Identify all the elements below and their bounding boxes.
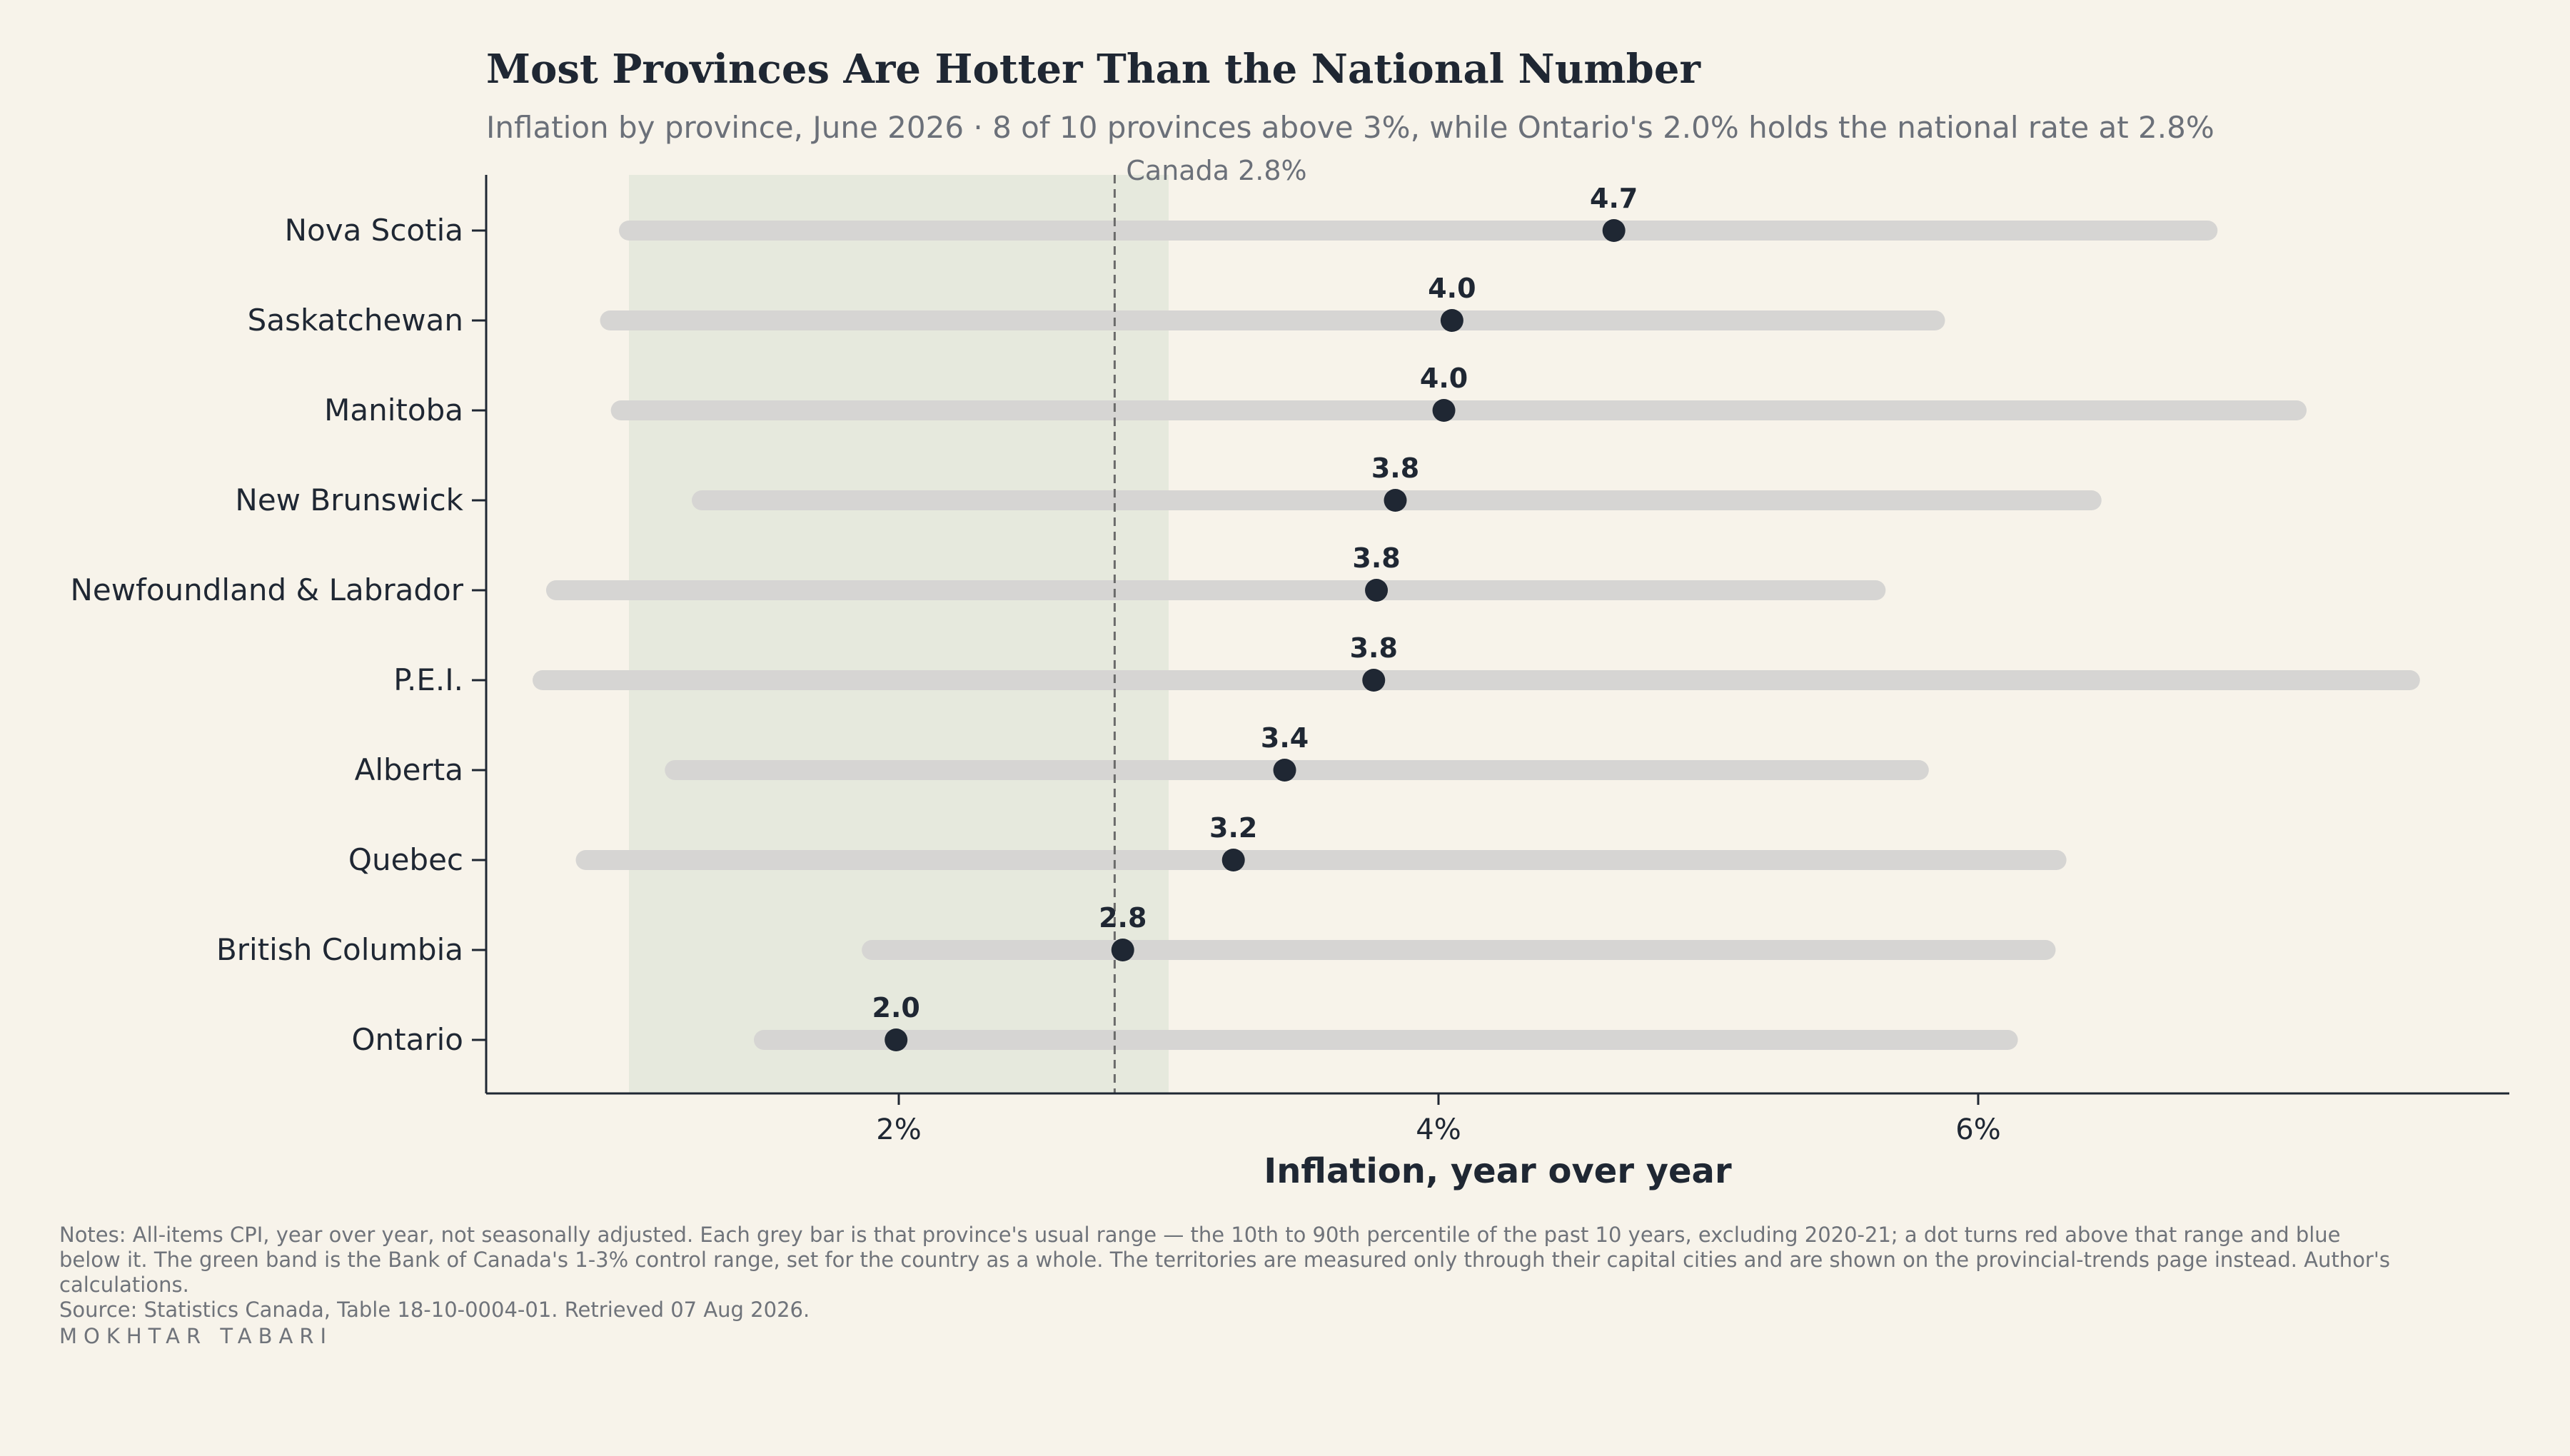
y-tick-label: New Brunswick <box>235 482 463 517</box>
value-label: 3.8 <box>1352 542 1400 574</box>
y-tick-label: Alberta <box>355 752 463 787</box>
value-dot <box>885 1028 908 1051</box>
value-dot <box>1221 849 1245 871</box>
value-dot <box>1432 399 1456 422</box>
value-label: 3.8 <box>1350 632 1398 664</box>
value-dot <box>1111 939 1134 961</box>
y-tick-label: Nova Scotia <box>285 213 463 248</box>
source-text: Source: Statistics Canada, Table 18-10-0… <box>59 1298 810 1322</box>
value-label: 2.8 <box>1099 902 1147 934</box>
y-tick-label: P.E.I. <box>393 662 463 697</box>
y-tick-label: Ontario <box>351 1022 463 1057</box>
value-dot <box>1602 219 1626 242</box>
value-dot <box>1362 669 1386 692</box>
author-credit: MOKHTAR TABARI <box>59 1324 333 1348</box>
notes-text: Notes: All-items CPI, year over year, no… <box>59 1223 2390 1297</box>
value-label: 4.0 <box>1420 363 1468 394</box>
y-tick-label: Newfoundland & Labrador <box>70 572 463 607</box>
x-axis-label: Inflation, year over year <box>1264 1151 1732 1191</box>
value-label: 4.7 <box>1590 183 1638 214</box>
value-label: 3.2 <box>1209 812 1257 844</box>
value-dot <box>1384 489 1407 512</box>
y-tick-label: Saskatchewan <box>248 303 463 338</box>
y-tick-label: Manitoba <box>324 393 463 428</box>
y-tick-label: British Columbia <box>216 932 463 967</box>
chart-subtitle: Inflation by province, June 2026 · 8 of … <box>486 110 2214 145</box>
reference-label: Canada 2.8% <box>1126 155 1306 186</box>
y-tick-label: Quebec <box>348 842 463 877</box>
value-label: 2.0 <box>872 992 920 1023</box>
value-dot <box>1440 309 1463 332</box>
value-dot <box>1273 759 1296 782</box>
x-tick-label: 4% <box>1416 1113 1461 1146</box>
chart-title: Most Provinces Are Hotter Than the Natio… <box>486 46 1700 93</box>
value-label: 3.4 <box>1261 722 1309 754</box>
x-tick-label: 6% <box>1955 1113 2000 1146</box>
value-label: 3.8 <box>1371 453 1419 484</box>
value-dot <box>1365 579 1389 602</box>
value-label: 4.0 <box>1428 273 1476 304</box>
x-tick-label: 2% <box>876 1113 921 1146</box>
chart-notes: Notes: All-items CPI, year over year, no… <box>59 1223 2401 1349</box>
